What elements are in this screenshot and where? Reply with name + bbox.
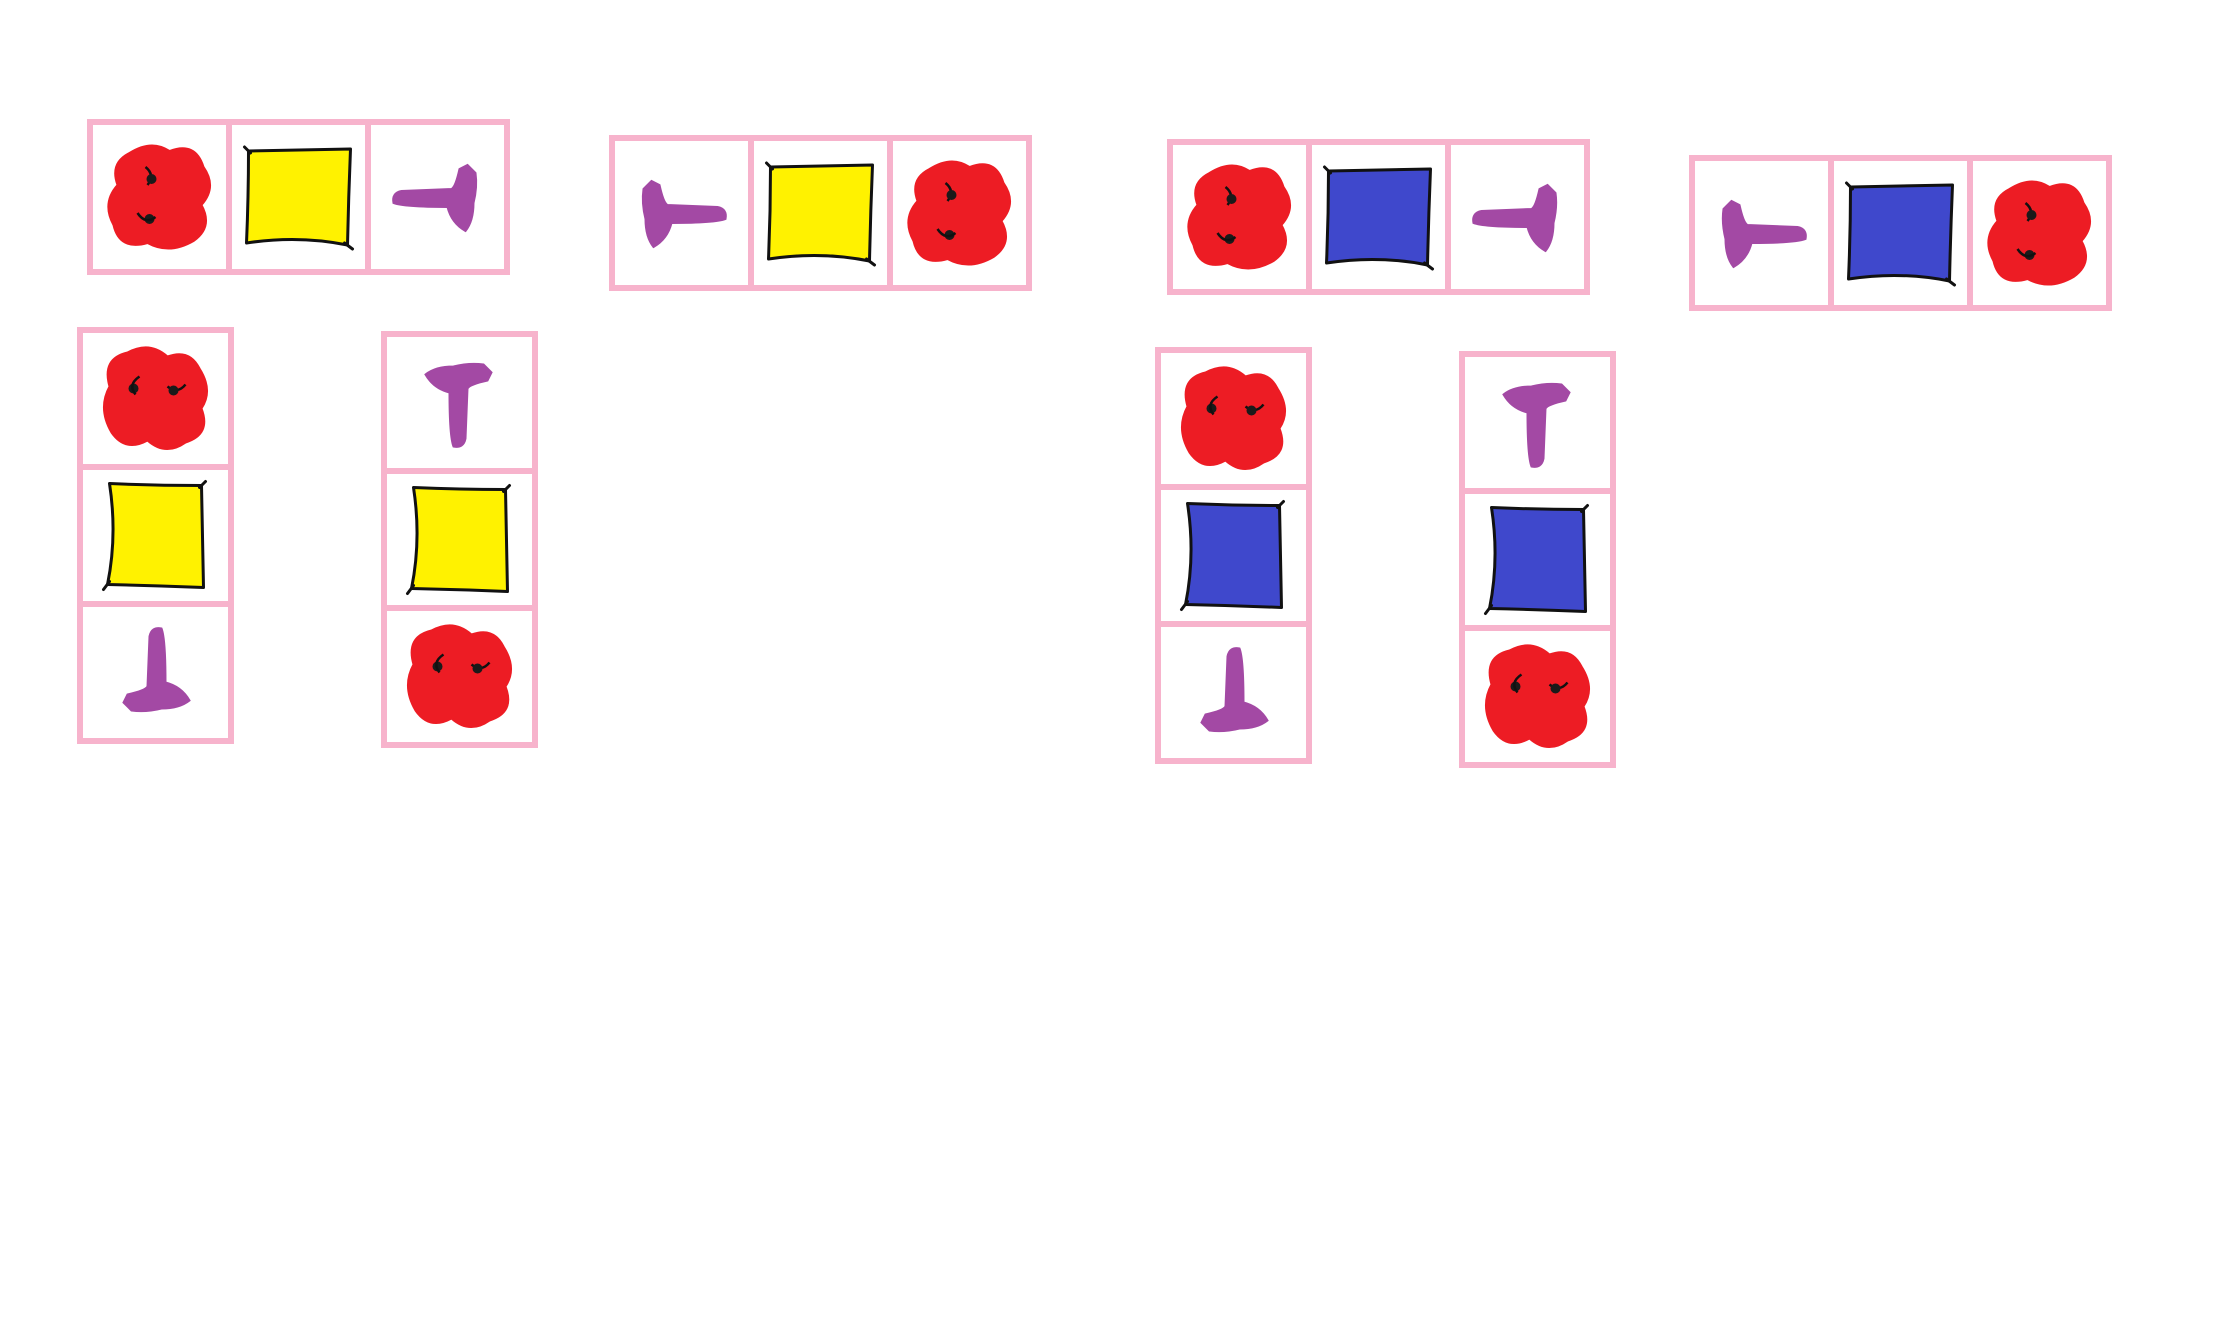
cell	[77, 464, 234, 607]
cell	[226, 119, 371, 275]
cell-frame	[1155, 621, 1312, 764]
cell	[609, 135, 754, 291]
cell	[1167, 139, 1312, 295]
cell	[381, 468, 538, 611]
red-blob-icon	[103, 346, 208, 450]
strip-yellow-row-2	[609, 135, 1032, 291]
cell	[1155, 347, 1312, 490]
cell	[77, 601, 234, 744]
strip-yellow-row-1	[87, 119, 510, 275]
yellow-square-icon	[406, 484, 511, 595]
cell	[887, 135, 1032, 291]
cell	[1445, 139, 1590, 295]
purple-tee-icon	[1502, 382, 1571, 468]
purple-tee-icon	[392, 163, 478, 233]
cell	[365, 119, 510, 275]
red-blob-icon	[1187, 164, 1291, 270]
cell	[1155, 484, 1312, 627]
red-blob-icon	[1181, 366, 1286, 470]
strip-blue-column-2	[1459, 351, 1616, 768]
strip-blue-row-2	[1689, 155, 2112, 311]
cell	[1828, 155, 1973, 311]
purple-tee-icon	[122, 627, 191, 713]
cell	[1155, 621, 1312, 764]
cell	[77, 327, 234, 470]
red-blob-icon	[407, 624, 512, 728]
strip-blue-column-1	[1155, 347, 1312, 764]
cell	[1459, 625, 1616, 768]
strip-blue-row-1	[1167, 139, 1590, 295]
cell	[748, 135, 893, 291]
cell	[87, 119, 232, 275]
blue-square-icon	[1845, 181, 1956, 287]
strip-yellow-column-1	[77, 327, 234, 744]
purple-tee-icon	[1721, 199, 1807, 269]
cell	[1306, 139, 1451, 295]
blue-square-icon	[1180, 500, 1285, 611]
red-blob-icon	[107, 144, 211, 250]
purple-tee-icon	[641, 179, 727, 249]
purple-tee-icon	[424, 362, 493, 448]
red-blob-icon	[1987, 180, 2091, 286]
red-blob-icon	[907, 160, 1011, 266]
cell	[381, 605, 538, 748]
yellow-square-icon	[243, 145, 354, 251]
cell	[1459, 488, 1616, 631]
red-blob-icon	[1485, 644, 1590, 748]
blue-square-icon	[1323, 165, 1434, 271]
cell	[1689, 155, 1834, 311]
cell	[381, 331, 538, 474]
purple-tee-icon	[1200, 647, 1269, 733]
yellow-square-icon	[102, 480, 207, 591]
cell	[1459, 351, 1616, 494]
blue-square-icon	[1484, 504, 1589, 615]
strip-yellow-column-2	[381, 331, 538, 748]
purple-tee-icon	[1472, 183, 1558, 253]
yellow-square-icon	[765, 161, 876, 267]
cell	[1967, 155, 2112, 311]
